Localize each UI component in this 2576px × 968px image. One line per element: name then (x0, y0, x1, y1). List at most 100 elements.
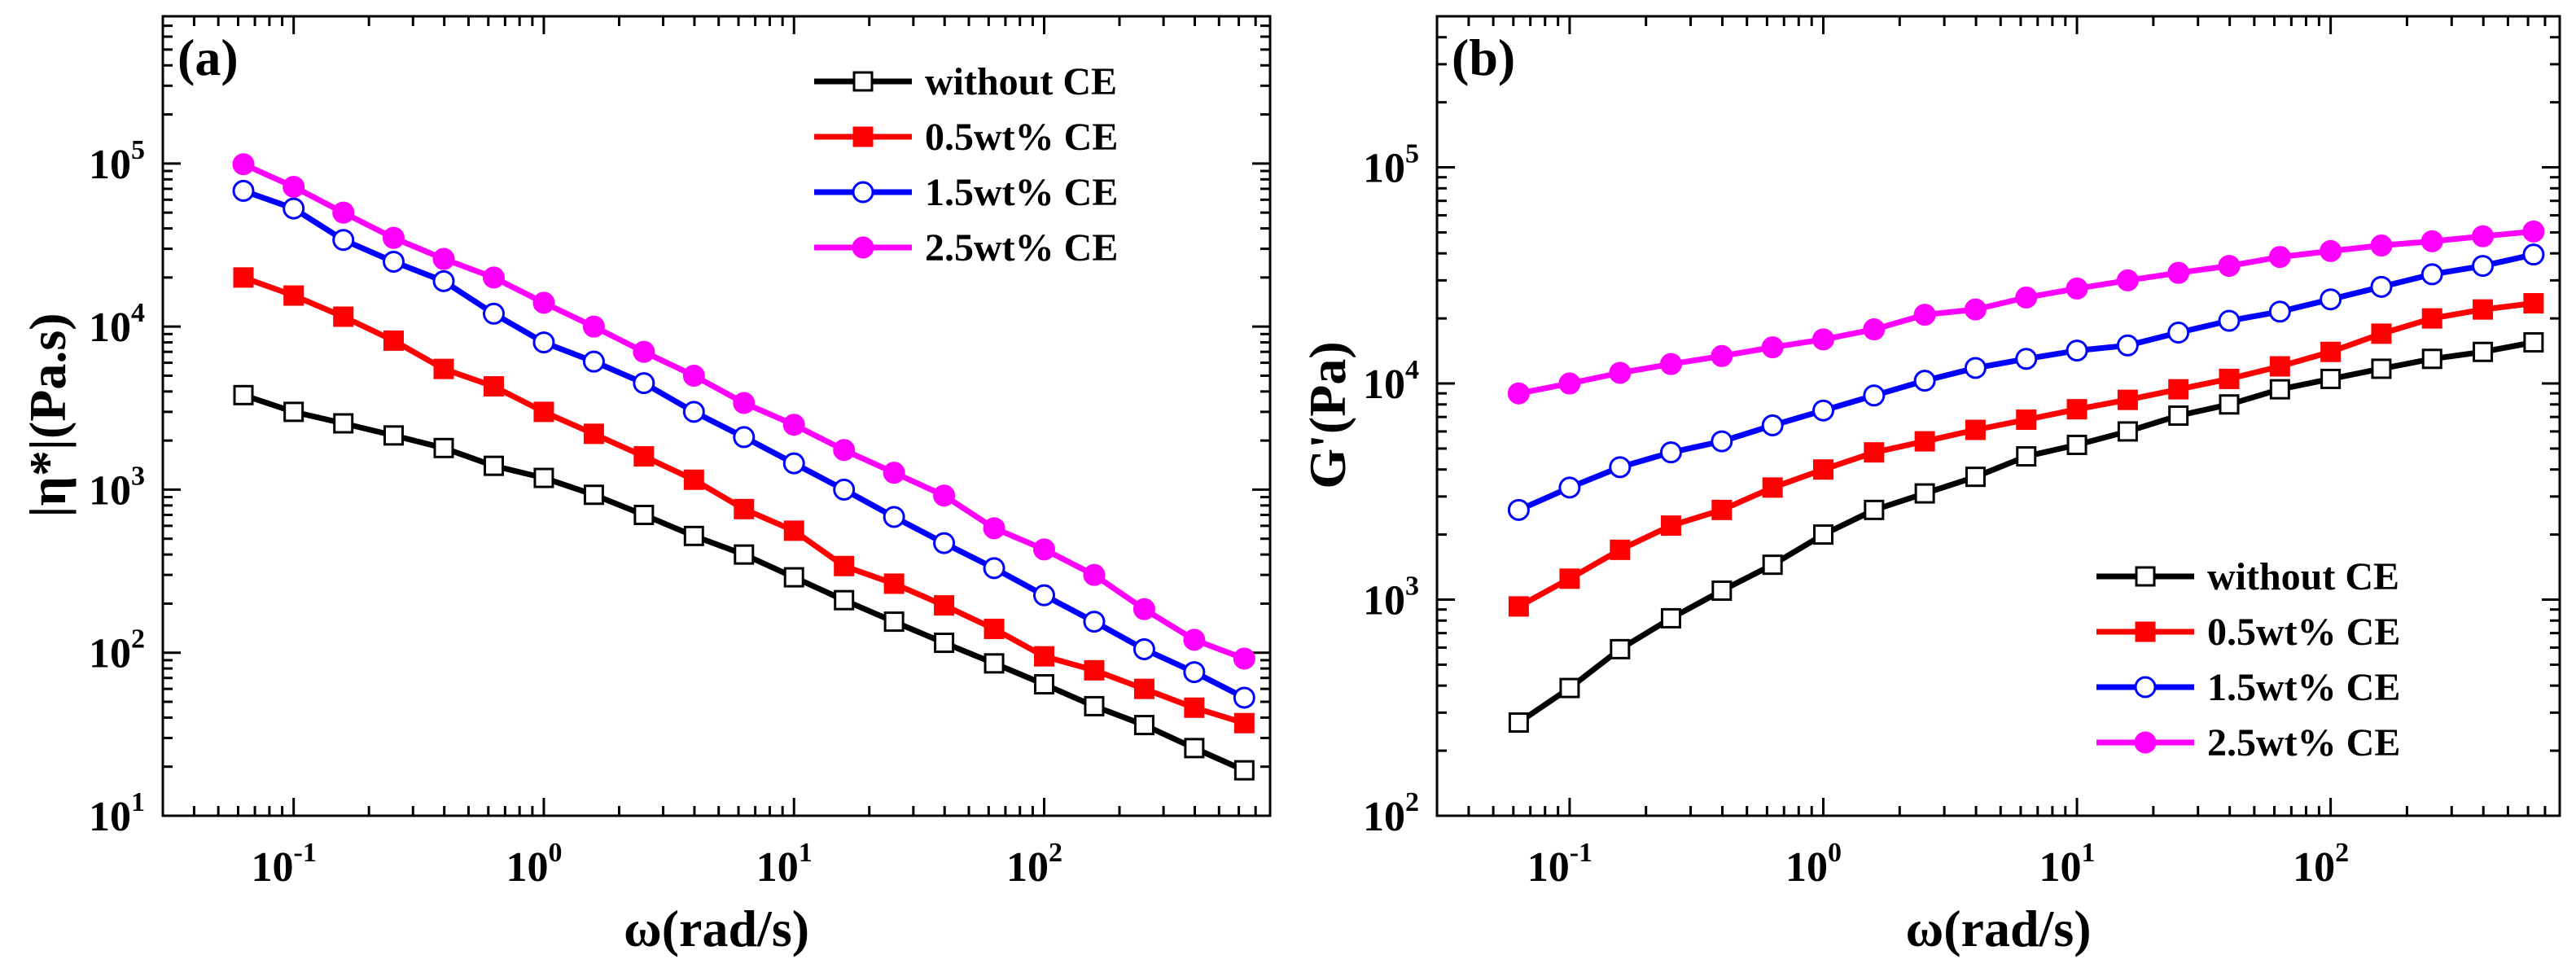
panel-b-y-tick-label: 103 (1363, 572, 1419, 624)
panel-a-data-point (934, 633, 955, 654)
panel-b-data-point (2421, 308, 2442, 329)
panel-a-data-point (483, 455, 504, 476)
panel-b-data-point (1761, 336, 1784, 359)
panel-b-data-point (1812, 328, 1834, 351)
panel-b-data-point (2522, 220, 2545, 243)
panel-b-data-point (1964, 298, 1987, 321)
panel-b-y-tick-label: 105 (1363, 139, 1419, 192)
panel-b-data-point (2218, 309, 2241, 332)
panel-b-data-point (2066, 339, 2088, 362)
panel-b-data-point (1913, 370, 1936, 392)
panel-b-series-2 (1508, 293, 2544, 617)
panel-b-data-point (2168, 379, 2189, 400)
panel-a-panel-label: (a) (177, 28, 239, 86)
panel-b-data-point (2320, 368, 2342, 389)
panel-a-data-point (482, 266, 505, 289)
panel-b-data-point (1558, 476, 1581, 499)
panel-a-data-point (532, 331, 555, 354)
panel-b: 10-1 100 101 102 102 103 104 105 ω(rad/s) G'(Pa) (… (1299, 15, 2561, 957)
panel-a-legend-item: without CE (814, 60, 1117, 103)
panel-a-data-point (883, 573, 905, 594)
panel-b-data-point (2472, 255, 2495, 278)
panel-a-data-point (382, 226, 405, 249)
panel-b-data-point (1863, 318, 1886, 341)
panel-b-data-point (1711, 580, 1733, 602)
panel-b-data-point (1812, 524, 1833, 545)
panel-b-data-point (2117, 389, 2138, 410)
panel-a-data-point (934, 595, 955, 616)
panel-a-legend-marker (852, 236, 874, 259)
panel-b-data-point (2117, 421, 2138, 442)
panel-b-data-point (2268, 246, 2291, 269)
panel-a-data-point (333, 306, 354, 327)
panel-b-data-point (2371, 323, 2392, 344)
panel-b-data-point (2371, 358, 2392, 379)
panel-a-data-point (633, 340, 655, 363)
panel-a-x-tick-label: 100 (506, 838, 562, 891)
panel-a-data-point (1233, 686, 1255, 709)
panel-b-data-point (1659, 441, 1682, 464)
panel-b-data-point (2016, 446, 2037, 467)
panel-b-x-tick-label: 10-1 (1527, 838, 1592, 891)
panel-b-data-point (2269, 379, 2290, 400)
panel-b-legend-label: without CE (2207, 555, 2399, 598)
panel-a-data-point (283, 175, 305, 198)
panel-a-data-point (782, 452, 805, 475)
panel-a-data-point (433, 358, 454, 379)
panel-a-data-point (834, 555, 855, 576)
panel-a-data-point (683, 469, 704, 490)
panel-b-data-point (2420, 263, 2443, 286)
panel-b-data-point (1508, 596, 1529, 617)
panel-b-data-point (2320, 239, 2342, 262)
panel-a-data-point (883, 611, 905, 633)
panel-b-data-point (2268, 300, 2291, 323)
panel-b-legend-label: 2.5wt% CE (2207, 721, 2400, 764)
panel-b-y-tick-label: 102 (1363, 787, 1419, 840)
panel-b-y-axis-title: G'(Pa) (1299, 341, 1356, 488)
panel-b-data-point (1660, 515, 1681, 537)
panel-b-data-point (1914, 431, 1935, 452)
panel-b-legend-item: 0.5wt% CE (2096, 611, 2400, 654)
panel-a-data-point (1184, 738, 1205, 759)
panel-b-data-point (2116, 334, 2139, 357)
panel-b-data-point (2116, 269, 2139, 291)
panel-a-series-1 (233, 384, 1255, 781)
panel-b-series-3 (1507, 243, 2545, 521)
panel-a-data-point (983, 517, 1005, 540)
panel-b-data-point (1913, 304, 1936, 326)
panel-b-data-point (2370, 234, 2393, 257)
panel-b-data-point (2219, 394, 2240, 415)
panel-b-data-point (2320, 341, 2342, 362)
panel-a-data-point (532, 291, 555, 314)
panel-a-data-point (1083, 563, 1106, 586)
panel-a-data-point (1033, 584, 1056, 607)
panel-a-y-axis-title: |η*|(Pa.s) (19, 313, 77, 517)
panel-b-legend: without CE 0.5wt% CE 1.5wt% CE 2.5wt% CE (2096, 555, 2400, 764)
panel-b-data-point (1610, 539, 1631, 560)
panel-b-legend-item: 2.5wt% CE (2096, 721, 2400, 764)
panel-a-data-point (683, 525, 704, 546)
panel-b-data-point (2420, 230, 2443, 252)
panel-b-data-point (1964, 357, 1987, 379)
panel-a-data-point (883, 506, 905, 528)
panel-b-series-1 (1508, 332, 2544, 733)
panel-a-data-point (1233, 712, 1255, 734)
panel-b-data-point (1610, 638, 1631, 659)
panel-b-data-point (1812, 459, 1833, 480)
panel-a-data-point (1083, 611, 1106, 633)
panel-a-data-point (633, 372, 655, 395)
panel-a-data-point (1033, 538, 1056, 561)
panel-b-data-point (1558, 372, 1581, 395)
panel-a-data-point (1184, 697, 1205, 718)
panel-a-data-point (1183, 661, 1206, 684)
panel-a: 10-1 100 101 102 101 102 103 104 105 ω(rad/s) |η*|… (19, 15, 1272, 957)
panel-a-data-point (833, 478, 856, 501)
panel-a-data-point (883, 462, 905, 484)
panel-a-data-point (283, 285, 304, 306)
panel-b-legend-item: 1.5wt% CE (2096, 666, 2400, 709)
panel-b-data-point (1761, 414, 1784, 436)
panel-a-legend-label: 2.5wt% CE (925, 226, 1118, 269)
panel-b-data-point (2269, 356, 2290, 377)
panel-b-data-point (2320, 288, 2342, 311)
